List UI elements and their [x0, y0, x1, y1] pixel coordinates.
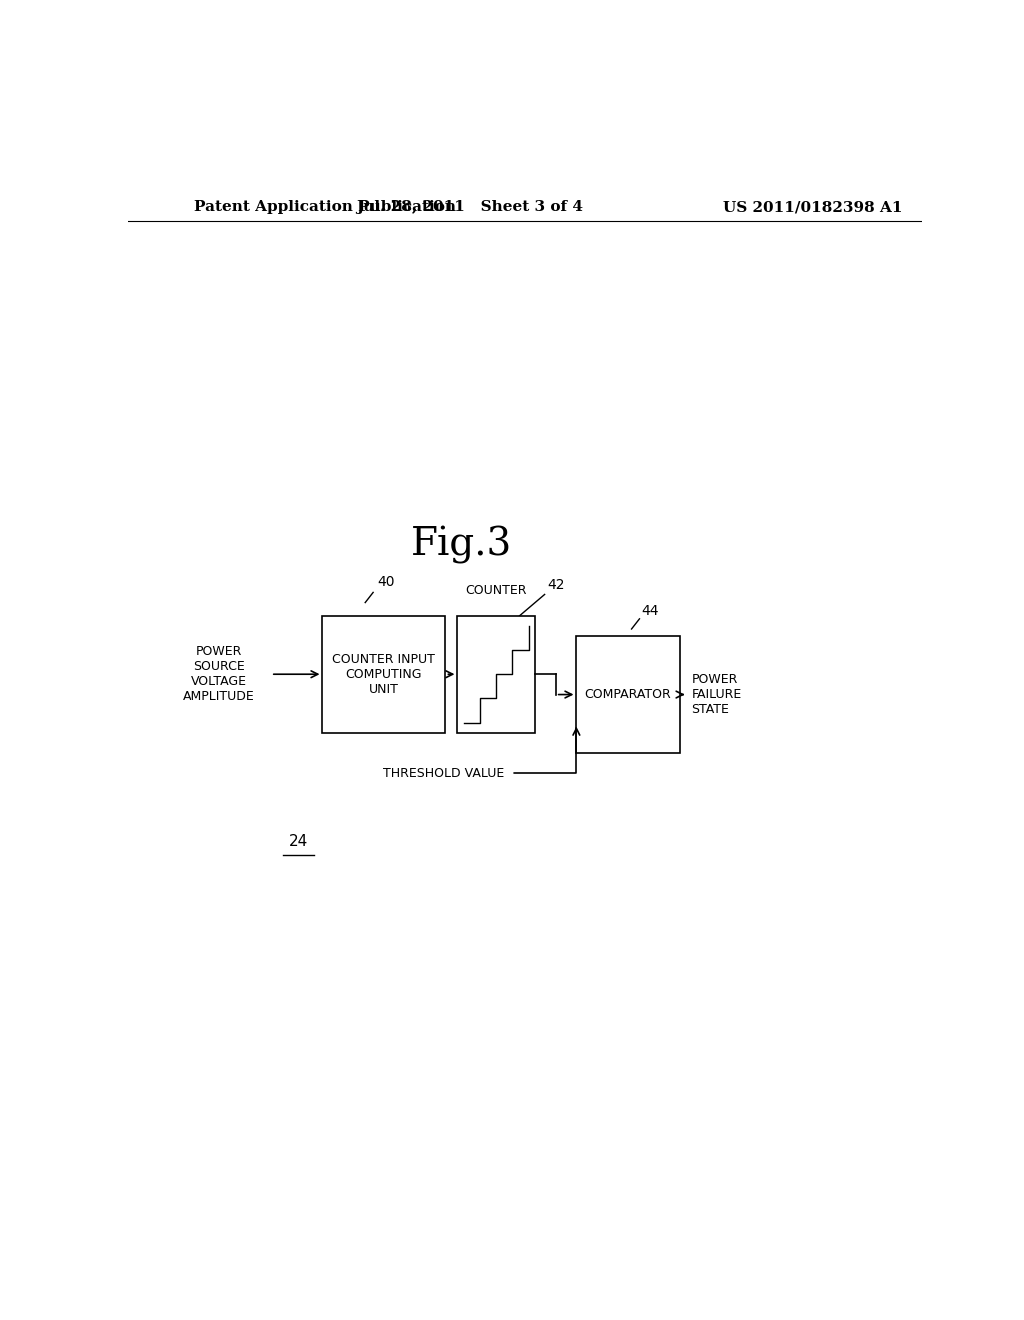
Text: 24: 24	[289, 834, 308, 849]
Text: THRESHOLD VALUE: THRESHOLD VALUE	[383, 767, 505, 780]
Text: Fig.3: Fig.3	[411, 525, 512, 564]
Text: US 2011/0182398 A1: US 2011/0182398 A1	[723, 201, 903, 214]
Bar	[458, 615, 536, 733]
Text: COUNTER INPUT
COMPUTING
UNIT: COUNTER INPUT COMPUTING UNIT	[333, 652, 435, 696]
Text: 44: 44	[641, 603, 658, 618]
Text: COUNTER: COUNTER	[466, 585, 527, 598]
Text: COMPARATOR: COMPARATOR	[585, 688, 672, 701]
Bar	[577, 636, 680, 752]
Text: Jul. 28, 2011   Sheet 3 of 4: Jul. 28, 2011 Sheet 3 of 4	[355, 201, 583, 214]
Text: POWER
FAILURE
STATE: POWER FAILURE STATE	[691, 673, 741, 715]
Text: POWER
SOURCE
VOLTAGE
AMPLITUDE: POWER SOURCE VOLTAGE AMPLITUDE	[183, 645, 255, 704]
Text: 40: 40	[377, 576, 394, 589]
Bar	[323, 615, 445, 733]
Text: 42: 42	[547, 578, 564, 593]
Text: Patent Application Publication: Patent Application Publication	[194, 201, 456, 214]
